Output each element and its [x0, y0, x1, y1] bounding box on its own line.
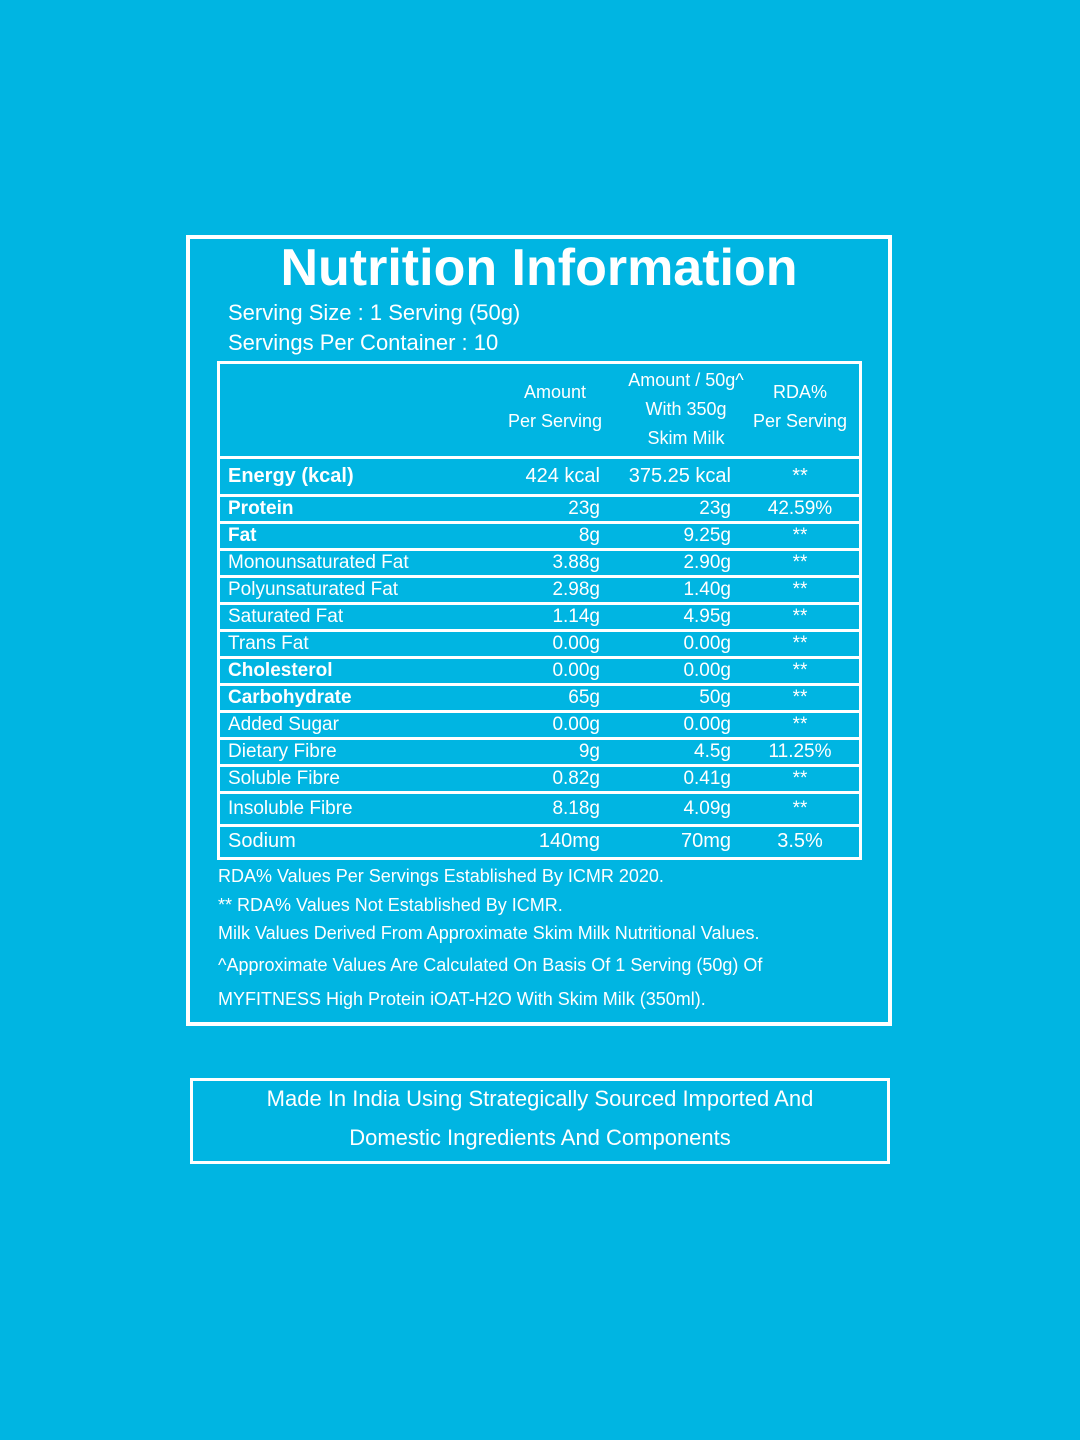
row-divider — [218, 824, 860, 827]
amount-with-milk: 0.00g — [683, 714, 731, 735]
rda-percent: ** — [792, 552, 808, 573]
amount-with-milk: 0.00g — [683, 660, 731, 681]
nutrient-name: Protein — [228, 498, 294, 519]
nutrient-name: Monounsaturated Fat — [228, 552, 409, 573]
footer-text: Domestic Ingredients And Components — [349, 1125, 731, 1150]
amount-per-serving: 2.98g — [552, 579, 600, 600]
nutrient-name: Polyunsaturated Fat — [228, 579, 399, 600]
amount-per-serving: 424 kcal — [525, 465, 601, 487]
rda-percent: ** — [792, 633, 808, 654]
footnote: Milk Values Derived From Approximate Ski… — [218, 923, 760, 943]
amount-per-serving: 0.00g — [552, 714, 600, 735]
amount-with-milk: 0.00g — [683, 633, 731, 654]
row-divider — [218, 764, 860, 767]
table-frame — [217, 361, 862, 860]
row-divider — [218, 710, 860, 713]
title: Nutrition Information — [280, 239, 798, 297]
nutrient-name: Soluble Fibre — [228, 768, 340, 789]
nutrient-name: Trans Fat — [228, 633, 309, 654]
nutrient-name: Carbohydrate — [228, 687, 352, 708]
nutrient-name: Dietary Fibre — [228, 741, 337, 762]
header-text: Per Serving — [507, 411, 603, 431]
header-text: Amount — [523, 382, 587, 402]
amount-with-milk: 50g — [699, 687, 731, 708]
amount-with-milk: 9.25g — [683, 525, 731, 546]
header-text: Amount / 50g^ — [628, 370, 744, 390]
rda-percent: ** — [792, 525, 808, 546]
rda-percent: ** — [792, 687, 808, 708]
row-divider — [218, 629, 860, 632]
footnote: ^Approximate Values Are Calculated On Ba… — [218, 955, 763, 975]
amount-per-serving: 8g — [578, 525, 600, 546]
amount-per-serving: 0.00g — [552, 660, 600, 681]
header-text: With 350g — [645, 399, 727, 419]
row-divider — [218, 683, 860, 686]
amount-per-serving: 140mg — [538, 830, 600, 852]
rda-percent: ** — [792, 714, 808, 735]
serving-size: Serving Size : 1 Serving (50g) — [228, 300, 521, 325]
outer-frame — [186, 235, 892, 1026]
rda-percent: 42.59% — [767, 498, 833, 519]
amount-per-serving: 1.14g — [552, 606, 600, 627]
footer-frame — [190, 1078, 890, 1164]
nutrient-name: Energy (kcal) — [228, 465, 354, 487]
row-divider — [218, 737, 860, 740]
nutrient-name: Saturated Fat — [228, 606, 344, 627]
amount-with-milk: 4.5g — [694, 741, 731, 762]
amount-with-milk: 4.95g — [683, 606, 731, 627]
nutrient-name: Sodium — [228, 830, 296, 852]
amount-with-milk: 4.09g — [683, 798, 731, 819]
amount-per-serving: 8.18g — [552, 798, 600, 819]
amount-per-serving: 9g — [578, 741, 600, 762]
row-divider — [218, 575, 860, 578]
amount-with-milk: 1.40g — [683, 579, 731, 600]
amount-per-serving: 3.88g — [552, 552, 600, 573]
footnote: ** RDA% Values Not Established By ICMR. — [218, 895, 563, 915]
row-divider — [218, 602, 860, 605]
row-divider — [218, 456, 860, 459]
rda-percent: ** — [792, 798, 808, 819]
row-divider — [218, 791, 860, 794]
amount-per-serving: 0.00g — [552, 633, 600, 654]
footer-text: Made In India Using Strategically Source… — [266, 1086, 814, 1111]
amount-per-serving: 65g — [568, 687, 600, 708]
amount-with-milk: 23g — [699, 498, 731, 519]
rda-percent: ** — [792, 579, 808, 600]
rda-percent: 11.25% — [768, 741, 832, 762]
rda-percent: ** — [792, 660, 808, 681]
header-text: Per Serving — [752, 411, 848, 431]
nutrient-name: Insoluble Fibre — [228, 798, 353, 819]
amount-per-serving: 23g — [568, 498, 600, 519]
amount-with-milk: 2.90g — [683, 552, 731, 573]
amount-with-milk: 0.41g — [683, 768, 731, 789]
header-text: RDA% — [772, 382, 827, 402]
rda-percent: ** — [792, 465, 808, 487]
rda-percent: ** — [792, 606, 808, 627]
rda-percent: ** — [792, 768, 808, 789]
servings-per-container: Servings Per Container : 10 — [228, 330, 499, 355]
nutrient-name: Cholesterol — [228, 660, 333, 681]
nutrient-name: Fat — [228, 525, 257, 546]
footnote: RDA% Values Per Servings Established By … — [218, 866, 664, 886]
amount-with-milk: 375.25 kcal — [628, 465, 731, 487]
row-divider — [218, 521, 860, 524]
nutrient-name: Added Sugar — [228, 714, 339, 735]
amount-per-serving: 0.82g — [552, 768, 600, 789]
footnote: MYFITNESS High Protein iOAT-H2O With Ski… — [218, 989, 706, 1009]
row-divider — [218, 494, 860, 497]
header-text: Skim Milk — [647, 428, 725, 448]
row-divider — [218, 656, 860, 659]
amount-with-milk: 70mg — [680, 830, 731, 852]
rda-percent: 3.5% — [777, 830, 823, 852]
row-divider — [218, 548, 860, 551]
